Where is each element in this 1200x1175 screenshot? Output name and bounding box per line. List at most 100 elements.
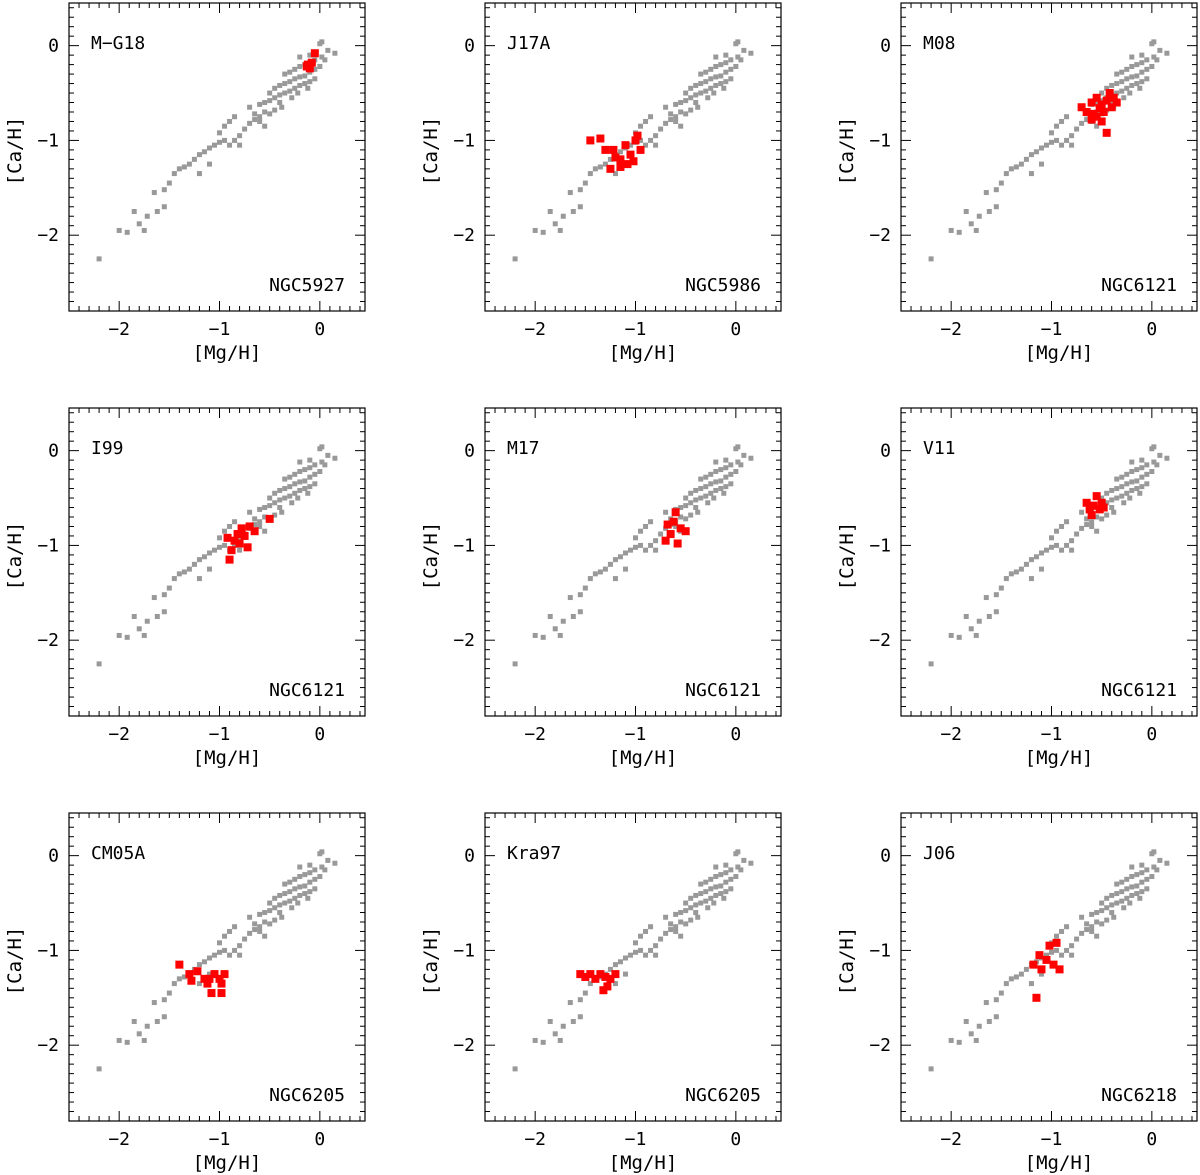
reference-point: [1084, 117, 1090, 123]
reference-point: [282, 71, 288, 77]
reference-point: [1144, 66, 1150, 72]
cluster-point: [230, 536, 239, 545]
reference-point: [678, 933, 684, 939]
axis-ticks: [900, 3, 1197, 312]
reference-point: [277, 892, 283, 898]
reference-point: [297, 82, 303, 88]
reference-point: [232, 947, 238, 953]
x-tick-label: −1: [625, 1129, 647, 1150]
reference-point: [1104, 490, 1110, 496]
reference-point: [557, 227, 563, 233]
reference-point: [1129, 884, 1135, 890]
reference-point: [648, 924, 654, 930]
reference-point: [557, 1037, 563, 1043]
reference-point: [297, 468, 303, 474]
cluster-series: [576, 970, 620, 995]
reference-point: [638, 528, 644, 534]
reference-point: [307, 52, 313, 58]
reference-point: [587, 576, 593, 582]
reference-point: [1038, 161, 1044, 167]
reference-point: [703, 493, 709, 499]
reference-point: [211, 952, 217, 958]
reference-point: [998, 585, 1004, 591]
reference-point: [227, 118, 233, 124]
reference-point: [262, 933, 268, 939]
reference-point: [289, 905, 295, 911]
reference-point: [1104, 895, 1110, 901]
reference-point: [222, 933, 228, 939]
reference-point: [698, 891, 704, 897]
reference-point: [567, 190, 573, 196]
cluster-point: [1037, 965, 1046, 974]
reference-point: [1099, 90, 1105, 96]
reference-point: [928, 661, 934, 667]
reference-point: [227, 952, 233, 958]
cluster-point: [1105, 89, 1114, 98]
reference-point: [728, 57, 734, 63]
reference-point: [617, 959, 623, 965]
reference-point: [1139, 69, 1145, 75]
reference-point: [678, 109, 684, 115]
reference-point: [713, 82, 719, 88]
cluster-point: [215, 974, 224, 983]
cluster-series: [175, 960, 229, 998]
reference-point: [287, 474, 293, 480]
reference-point: [287, 484, 293, 490]
axis-ticks: [484, 408, 781, 717]
reference-point: [708, 66, 714, 72]
cluster-point: [265, 514, 274, 523]
reference-point: [297, 892, 303, 898]
reference-point: [272, 500, 278, 506]
reference-point: [1028, 152, 1034, 158]
reference-point: [96, 256, 102, 262]
reference-point: [272, 85, 278, 91]
cluster-point: [609, 145, 618, 154]
reference-point: [292, 490, 298, 496]
reference-point: [1114, 90, 1120, 96]
reference-point: [1139, 465, 1145, 471]
reference-point: [272, 895, 278, 901]
reference-point: [673, 523, 679, 529]
reference-point: [663, 930, 669, 936]
reference-point: [305, 85, 311, 91]
reference-point: [201, 149, 207, 155]
reference-point: [196, 962, 202, 968]
reference-point: [1028, 981, 1034, 987]
reference-point: [607, 561, 613, 567]
reference-point: [638, 137, 644, 143]
reference-point: [279, 104, 285, 110]
reference-point: [289, 95, 295, 101]
reference-point: [1119, 879, 1125, 885]
reference-point: [1137, 490, 1143, 496]
cluster-point: [1035, 951, 1044, 960]
reference-point: [993, 997, 999, 1003]
reference-point: [136, 626, 142, 632]
reference-point: [1099, 495, 1105, 501]
panel-3: −2 −1 0 −2 −1 0 [Mg/H] [Ca/H] I99 NGC6121: [4, 407, 366, 769]
reference-point: [748, 455, 754, 461]
cluster-point: [1087, 98, 1096, 107]
reference-point: [232, 542, 238, 548]
reference-point: [217, 940, 223, 946]
reference-point: [638, 542, 644, 548]
reference-point: [1119, 79, 1125, 85]
reference-point: [695, 104, 701, 110]
x-tick-label: −2: [524, 724, 546, 745]
reference-point: [154, 208, 160, 214]
reference-point: [532, 632, 538, 638]
cluster-point: [576, 970, 585, 979]
reference-point: [728, 886, 734, 892]
reference-point: [1064, 114, 1070, 120]
reference-point: [1049, 139, 1055, 145]
y-tick-label: −1: [453, 130, 475, 151]
cluster-point: [223, 533, 232, 542]
cluster-point: [581, 972, 590, 981]
reference-point: [242, 936, 248, 942]
reference-point: [1018, 971, 1024, 977]
reference-point: [698, 71, 704, 77]
reference-point: [262, 123, 268, 129]
reference-series: [96, 849, 338, 1072]
reference-point: [1134, 891, 1140, 897]
reference-point: [196, 557, 202, 563]
reference-point: [1134, 73, 1140, 79]
